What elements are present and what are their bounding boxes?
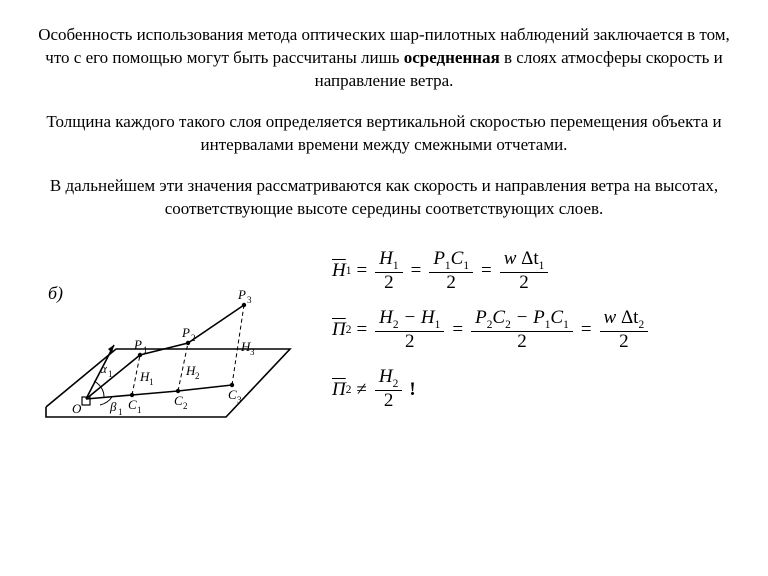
- eq1-t3a: w: [504, 248, 517, 269]
- eq2-t2b1: P: [533, 307, 545, 328]
- eq1-lhs-sym: H: [332, 260, 346, 281]
- equation-2: П2 = H2 − H1 2 = P2C2 − P1C1 2 = w Δt2: [332, 308, 740, 353]
- eq2-t2a2: C: [492, 307, 505, 328]
- svg-text:P: P: [181, 325, 190, 340]
- eq2-t2a1: P: [475, 307, 487, 328]
- eq1-t2a: P: [433, 248, 445, 269]
- equation-1: H1 = H1 2 = P1C1 2 = w Δt1 2: [332, 249, 740, 294]
- eq2-t1a-sub: 2: [393, 319, 399, 331]
- eq1-t3b: Δt: [521, 248, 539, 269]
- eq2-t2b2: C: [550, 307, 563, 328]
- svg-text:3: 3: [237, 395, 242, 405]
- svg-text:β: β: [109, 399, 117, 414]
- eq3-rhs-num-sub: 2: [393, 378, 399, 390]
- p1-bold: осредненная: [404, 48, 500, 67]
- eq3-lhs-sym: П: [332, 379, 346, 400]
- eq2-t1b-sub: 1: [435, 319, 441, 331]
- svg-text:C: C: [174, 393, 183, 408]
- svg-text:О: О: [72, 401, 82, 416]
- svg-text:1: 1: [108, 369, 113, 379]
- paragraph-2: Толщина каждого такого слоя определяется…: [28, 111, 740, 157]
- eq1-t1-den: 2: [380, 273, 398, 294]
- eq1-lhs-sub: 1: [346, 265, 352, 277]
- equations-block: H1 = H1 2 = P1C1 2 = w Δt1 2: [308, 239, 740, 427]
- eq1-t2b: C: [451, 248, 464, 269]
- eq2-t2b2s: 1: [563, 319, 569, 331]
- eq2-t1a: H: [379, 307, 393, 328]
- eq2-lhs-sym: П: [332, 319, 346, 340]
- svg-text:3: 3: [247, 295, 252, 305]
- eq1-t1-num-sub: 1: [393, 259, 399, 271]
- svg-text:C: C: [128, 397, 137, 412]
- paragraph-3: В дальнейшем эти значения рассматриваютс…: [28, 175, 740, 221]
- eq2-lhs-sub: 2: [346, 324, 352, 336]
- eq3-rhs-den: 2: [380, 391, 398, 412]
- eq1-t2-den: 2: [442, 273, 460, 294]
- eq1-t3-den: 2: [515, 273, 533, 294]
- svg-text:1: 1: [143, 345, 148, 355]
- svg-text:1: 1: [149, 377, 154, 387]
- eq2-t2a2s: 2: [505, 319, 511, 331]
- eq2-t3b-sub: 2: [638, 319, 644, 331]
- svg-text:C: C: [228, 387, 237, 402]
- paragraph-1: Особенность использования метода оптичес…: [28, 24, 740, 93]
- eq3-lhs-sub: 2: [346, 384, 352, 396]
- svg-text:2: 2: [183, 401, 188, 411]
- svg-text:2: 2: [195, 371, 200, 381]
- eq3-rhs-num: H: [379, 366, 393, 387]
- eq1-t2b-sub: 1: [463, 259, 469, 271]
- svg-text:α: α: [100, 361, 108, 376]
- svg-text:1: 1: [137, 405, 142, 415]
- eq2-t2-den: 2: [513, 332, 531, 353]
- svg-text:P: P: [133, 337, 142, 352]
- equation-3: П2 ≠ H2 2 !: [332, 367, 740, 412]
- eq2-t3b: Δt: [621, 307, 639, 328]
- svg-text:2: 2: [191, 333, 196, 343]
- svg-text:1: 1: [118, 407, 123, 417]
- figure-diagram: б)Оα1β1H1H2H3C1C2C3P1P2P3: [28, 239, 308, 459]
- eq2-t3a: w: [604, 307, 617, 328]
- eq1-t3b-sub: 1: [539, 259, 545, 271]
- eq2-t3-den: 2: [615, 332, 633, 353]
- svg-text:3: 3: [250, 347, 255, 357]
- svg-text:б): б): [48, 283, 63, 304]
- eq2-t1b: H: [421, 307, 435, 328]
- eq2-t1-den: 2: [401, 332, 419, 353]
- eq3-bang: !: [409, 379, 415, 401]
- eq1-t1-num: H: [379, 248, 393, 269]
- svg-text:P: P: [237, 287, 246, 302]
